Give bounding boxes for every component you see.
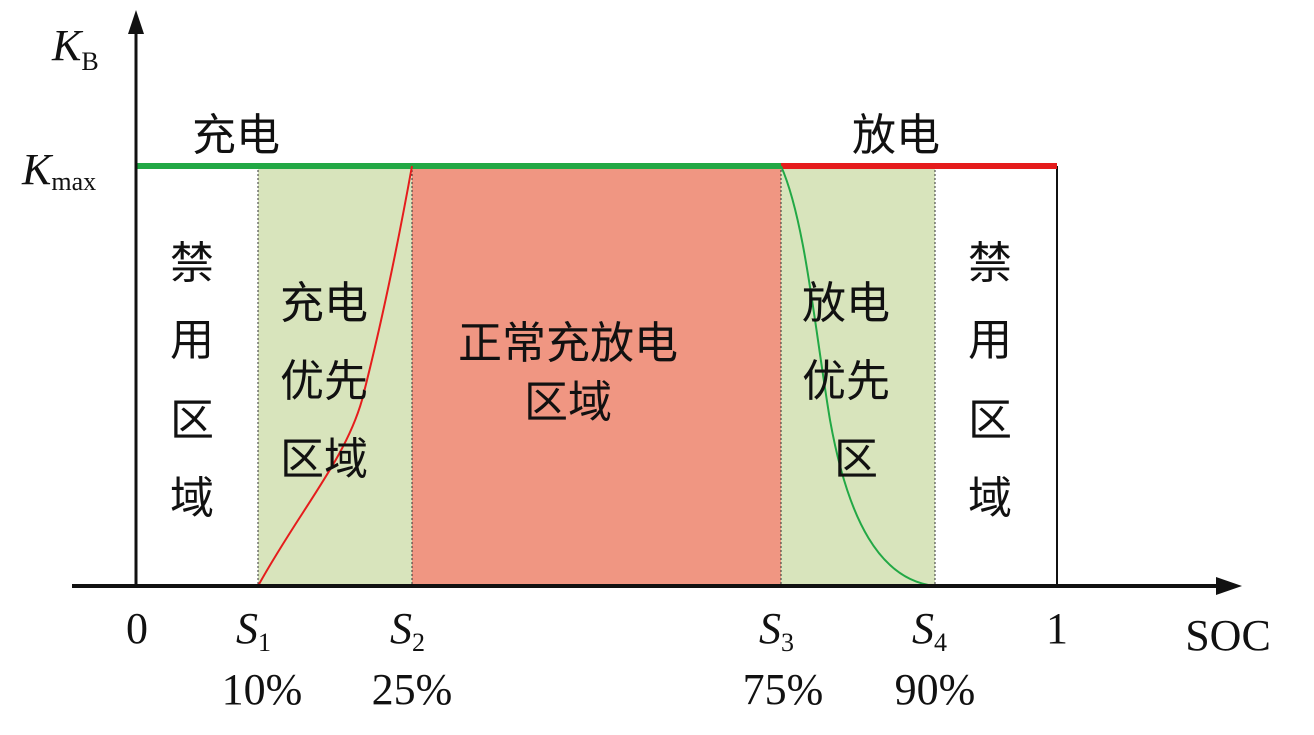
soc-one-label: 1 bbox=[1046, 604, 1068, 653]
s3-sub: 3 bbox=[781, 628, 794, 657]
charge-priority-line: 充电 bbox=[280, 278, 368, 329]
forbidden-left-char: 域 bbox=[170, 473, 214, 524]
kmax-label-sub: max bbox=[51, 167, 96, 196]
s4-label: S4 bbox=[912, 604, 947, 657]
charge-priority-line: 区域 bbox=[280, 434, 368, 485]
charge-top-label: 充电 bbox=[192, 110, 280, 161]
charge-priority-label: 充电 优先 区域 bbox=[280, 278, 368, 485]
s2-symbol: S bbox=[390, 604, 412, 653]
discharge-priority-label: 放电 优先 区 bbox=[802, 278, 890, 485]
kmax-label: Kmax bbox=[21, 145, 96, 196]
normal-region-line: 区域 bbox=[524, 377, 612, 428]
s4-sub: 4 bbox=[934, 628, 947, 657]
x-axis-label: SOC bbox=[1185, 611, 1271, 660]
origin-label: 0 bbox=[126, 604, 148, 653]
discharge-priority-line: 放电 bbox=[802, 278, 890, 329]
forbidden-left-char: 区 bbox=[170, 395, 214, 446]
s2-percent: 25% bbox=[372, 665, 453, 714]
s4-percent: 90% bbox=[895, 665, 976, 714]
s3-label: S3 bbox=[759, 604, 794, 657]
charge-coefficient-curve bbox=[257, 165, 413, 587]
x-axis-arrow bbox=[1216, 577, 1242, 595]
kmax-label-main: K bbox=[21, 145, 54, 194]
s1-symbol: S bbox=[236, 604, 258, 653]
y-axis-label-sub: B bbox=[81, 47, 98, 76]
forbidden-left-char: 禁 bbox=[170, 238, 214, 289]
forbidden-right-char: 区 bbox=[968, 395, 1012, 446]
y-axis-label: KB bbox=[51, 21, 99, 76]
forbidden-right-char: 用 bbox=[968, 315, 1012, 366]
normal-region-label: 正常充放电 区域 bbox=[458, 318, 678, 428]
forbidden-right-char: 域 bbox=[968, 473, 1012, 524]
discharge-coefficient-curve bbox=[780, 165, 936, 587]
normal-region-line: 正常充放电 bbox=[458, 318, 678, 369]
y-axis-arrow bbox=[128, 10, 144, 34]
forbidden-left-label: 禁 用 区 域 bbox=[170, 238, 214, 524]
s1-label: S1 bbox=[236, 604, 271, 657]
forbidden-right-char: 禁 bbox=[968, 238, 1012, 289]
s3-symbol: S bbox=[759, 604, 781, 653]
s4-symbol: S bbox=[912, 604, 934, 653]
s1-sub: 1 bbox=[258, 628, 271, 657]
forbidden-right-label: 禁 用 区 域 bbox=[968, 238, 1012, 524]
s2-label: S2 bbox=[390, 604, 425, 657]
s2-sub: 2 bbox=[412, 628, 425, 657]
discharge-top-label: 放电 bbox=[852, 110, 940, 161]
charge-priority-line: 优先 bbox=[280, 356, 368, 407]
discharge-priority-line: 区 bbox=[834, 434, 878, 485]
discharge-priority-line: 优先 bbox=[802, 356, 890, 407]
normal-region bbox=[412, 166, 781, 586]
forbidden-left-char: 用 bbox=[170, 315, 214, 366]
y-axis-label-main: K bbox=[51, 21, 84, 70]
charge-priority-region bbox=[258, 166, 412, 586]
s3-percent: 75% bbox=[743, 665, 824, 714]
s1-percent: 10% bbox=[222, 665, 303, 714]
